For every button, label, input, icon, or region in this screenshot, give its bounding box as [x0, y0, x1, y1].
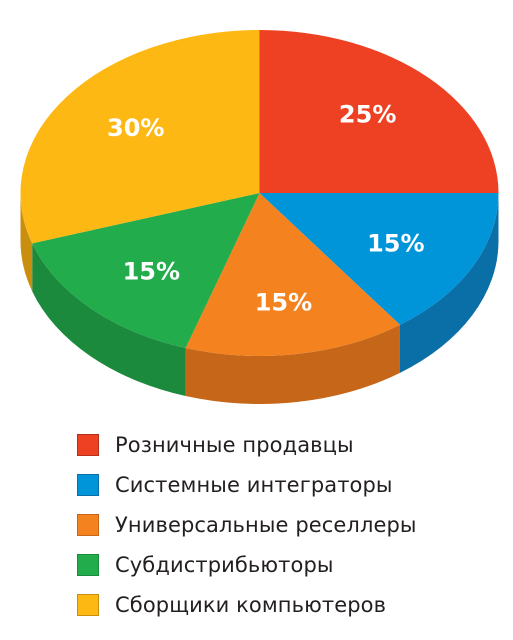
pie-side-subdistributors — [32, 243, 186, 397]
legend-item-assemblers: Сборщики компьютеров — [77, 585, 417, 625]
pie-slice-assemblers — [20, 30, 260, 244]
pie-slice-resellers — [185, 193, 400, 356]
pie-label-resellers: 15% — [255, 288, 312, 316]
legend-label-resellers: Универсальные реселлеры — [115, 513, 417, 537]
pie-label-assemblers: 30% — [107, 114, 164, 142]
chart-legend: Розничные продавцы Системные интеграторы… — [77, 425, 417, 625]
pie-label-integrators: 15% — [367, 229, 424, 257]
legend-swatch-integrators — [77, 474, 99, 496]
pie-label-subdistributors: 15% — [123, 257, 180, 285]
legend-swatch-assemblers — [77, 594, 99, 616]
legend-item-integrators: Системные интеграторы — [77, 465, 417, 505]
legend-label-subdistributors: Субдистрибьюторы — [115, 553, 334, 577]
pie-slice-integrators — [259, 193, 499, 325]
pie-slice-subdistributors — [32, 193, 260, 349]
pie-slice-retail — [259, 30, 499, 193]
legend-item-resellers: Универсальные реселлеры — [77, 505, 417, 545]
legend-label-assemblers: Сборщики компьютеров — [115, 593, 387, 617]
pie-label-retail: 25% — [339, 101, 396, 129]
pie-side-resellers — [185, 324, 400, 404]
legend-swatch-subdistributors — [77, 554, 99, 576]
pie-side-assemblers — [20, 193, 33, 292]
legend-swatch-retail — [77, 434, 99, 456]
legend-label-integrators: Системные интеграторы — [115, 473, 393, 497]
legend-swatch-resellers — [77, 514, 99, 536]
legend-item-retail: Розничные продавцы — [77, 425, 417, 465]
legend-label-retail: Розничные продавцы — [115, 433, 354, 457]
pie-side-integrators — [399, 193, 499, 373]
legend-item-subdistributors: Субдистрибьюторы — [77, 545, 417, 585]
pie-chart: 25% 15% 15% 15% 30% — [20, 30, 499, 404]
